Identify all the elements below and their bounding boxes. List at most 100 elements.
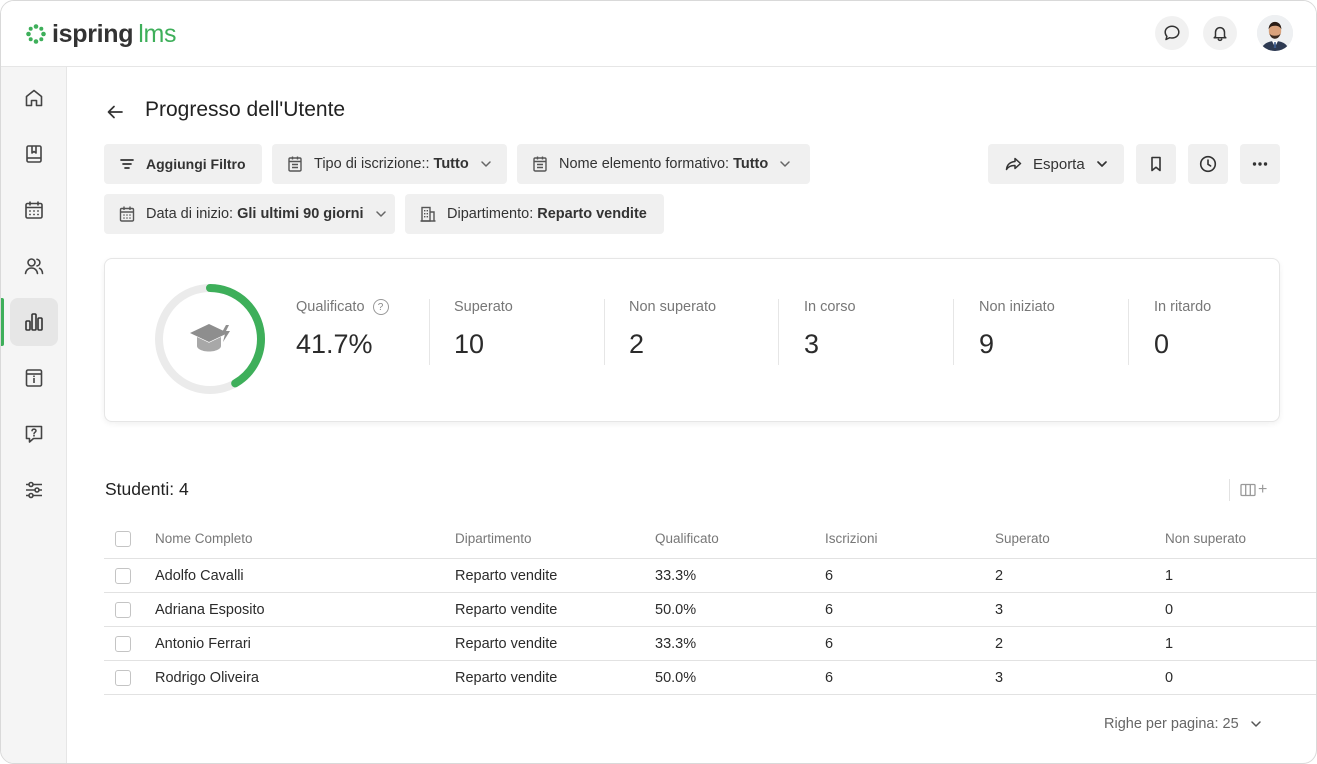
bookmark-button[interactable]	[1136, 144, 1176, 184]
column-settings-button[interactable]: +	[1229, 479, 1267, 501]
table-row[interactable]: Adolfo Cavalli Reparto vendite 33.3% 6 2…	[104, 559, 1316, 593]
sidebar-item-quiz[interactable]	[10, 410, 58, 458]
stat-passed-label: Superato	[454, 299, 513, 315]
filter-learning-item-label: Nome elemento formativo:	[559, 156, 734, 172]
row-checkbox[interactable]	[115, 568, 131, 584]
bell-icon	[1213, 26, 1227, 42]
row-checkbox[interactable]	[115, 602, 131, 618]
sidebar-item-users[interactable]	[10, 242, 58, 290]
filter-start-date[interactable]: Data di inizio: Gli ultimi 90 giorni	[104, 194, 395, 234]
form-icon	[286, 155, 304, 173]
stat-overdue: In ritardo 0	[1154, 299, 1211, 360]
stat-in-progress: In corso 3	[804, 299, 856, 360]
sidebar-item-info[interactable]	[10, 354, 58, 402]
cell-name[interactable]: Antonio Ferrari	[155, 636, 251, 652]
more-options-button[interactable]	[1240, 144, 1280, 184]
add-filter-button[interactable]: Aggiungi Filtro	[104, 144, 262, 184]
stat-not-started-label: Non iniziato	[979, 299, 1055, 315]
logo-text-primary: ispring	[52, 19, 134, 48]
cell-name[interactable]: Rodrigo Oliveira	[155, 670, 259, 686]
cell-enrollments: 6	[825, 670, 834, 686]
cell-passed: 3	[995, 602, 1004, 618]
column-header-enrollments[interactable]: Iscrizioni	[825, 531, 878, 546]
progress-ring	[155, 284, 265, 394]
form-icon	[531, 155, 549, 173]
chevron-down-icon	[1249, 717, 1263, 731]
quiz-icon	[25, 425, 43, 443]
sidebar-item-settings[interactable]	[10, 466, 58, 514]
filter-department[interactable]: Dipartimento: Reparto vendite	[405, 194, 664, 234]
cell-passed: 2	[995, 568, 1004, 584]
stat-overdue-label: In ritardo	[1154, 299, 1212, 315]
table-row[interactable]: Rodrigo Oliveira Reparto vendite 50.0% 6…	[104, 661, 1316, 695]
cell-qualified: 33.3%	[655, 568, 697, 584]
stat-failed-value: 2	[629, 329, 645, 359]
column-header-department[interactable]: Dipartimento	[455, 531, 532, 546]
divider	[1128, 299, 1129, 365]
table-row[interactable]: Antonio Ferrari Reparto vendite 33.3% 6 …	[104, 627, 1316, 661]
sidebar-item-reports[interactable]	[1, 298, 58, 346]
schedule-button[interactable]	[1188, 144, 1228, 184]
filter-enrollment-type[interactable]: Tipo di iscrizione:: Tutto	[272, 144, 507, 184]
calendar-icon	[25, 201, 43, 219]
ispring-logo[interactable]: ispring lms	[25, 19, 177, 49]
sidebar-item-calendar[interactable]	[10, 186, 58, 234]
filter-department-label: Dipartimento:	[447, 206, 538, 222]
ispring-flower-icon	[26, 24, 46, 44]
help-icon[interactable]: ?	[372, 299, 389, 315]
user-avatar[interactable]	[1257, 15, 1293, 51]
info-archive-icon	[25, 369, 43, 387]
chevron-down-icon	[374, 207, 388, 221]
chevron-down-icon	[778, 157, 792, 171]
students-count: Studenti: 4	[105, 479, 189, 499]
row-checkbox[interactable]	[115, 636, 131, 652]
cell-failed: 1	[1165, 568, 1174, 584]
sidebar-item-home[interactable]	[10, 74, 58, 122]
export-button[interactable]: Esporta	[988, 144, 1124, 184]
more-horizontal-icon	[1252, 162, 1268, 166]
table-row[interactable]: Adriana Esposito Reparto vendite 50.0% 6…	[104, 593, 1316, 627]
cell-enrollments: 6	[825, 636, 834, 652]
bookmark-icon	[1151, 156, 1161, 172]
cell-department: Reparto vendite	[455, 602, 558, 618]
share-arrow-icon	[1004, 155, 1023, 173]
chat-icon	[1164, 25, 1180, 41]
column-header-passed[interactable]: Superato	[995, 531, 1050, 546]
filter-enrollment-type-value: Tutto	[433, 156, 469, 172]
cell-name[interactable]: Adolfo Cavalli	[155, 568, 244, 584]
columns-icon	[1240, 483, 1256, 497]
cell-name[interactable]: Adriana Esposito	[155, 602, 265, 618]
sidebar-item-learning[interactable]	[10, 130, 58, 178]
row-checkbox[interactable]	[115, 670, 131, 686]
filter-start-date-value: Gli ultimi 90 giorni	[237, 206, 364, 222]
column-header-name[interactable]: Nome Completo	[155, 531, 253, 546]
filter-learning-item[interactable]: Nome elemento formativo: Tutto	[517, 144, 810, 184]
arrow-left-icon	[107, 105, 123, 119]
cell-department: Reparto vendite	[455, 568, 558, 584]
cell-failed: 0	[1165, 602, 1174, 618]
page-title: Progresso dell'Utente	[145, 98, 346, 121]
divider	[778, 299, 779, 365]
column-header-qualified[interactable]: Qualificato	[655, 531, 719, 546]
cell-department: Reparto vendite	[455, 636, 558, 652]
rows-per-page-select[interactable]: Righe per pagina: 25	[1104, 716, 1263, 732]
chat-button[interactable]	[1155, 16, 1189, 50]
back-button[interactable]	[104, 101, 126, 123]
stat-failed: Non superato 2	[629, 299, 716, 360]
select-all-checkbox[interactable]	[115, 531, 131, 547]
stat-overdue-value: 0	[1154, 329, 1170, 359]
stat-qualified-value: 41.7%	[296, 329, 373, 359]
divider	[953, 299, 954, 365]
cell-qualified: 50.0%	[655, 670, 697, 686]
cell-failed: 0	[1165, 670, 1174, 686]
top-bar: ispring lms	[1, 1, 1316, 67]
filter-learning-item-value: Tutto	[733, 156, 769, 172]
logo-text-secondary: lms	[138, 19, 177, 48]
notifications-button[interactable]	[1203, 16, 1237, 50]
book-icon	[26, 145, 42, 163]
cell-department: Reparto vendite	[455, 670, 558, 686]
filter-enrollment-type-label: Tipo di iscrizione::	[314, 156, 434, 172]
filter-icon	[118, 155, 136, 173]
column-header-failed[interactable]: Non superato	[1165, 531, 1247, 546]
